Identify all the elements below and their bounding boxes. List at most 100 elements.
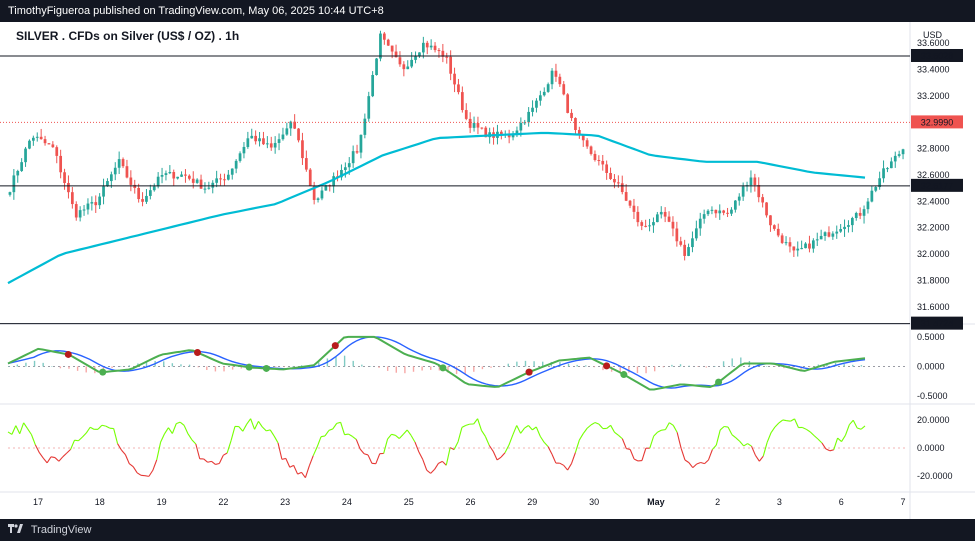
histogram-bar bbox=[240, 366, 242, 369]
time-tick-label: May bbox=[647, 497, 665, 507]
chart-background bbox=[0, 22, 975, 519]
candle-body bbox=[577, 130, 581, 136]
candle-body bbox=[187, 175, 191, 179]
cross-down-marker bbox=[603, 362, 611, 370]
momentum-segment bbox=[383, 438, 389, 454]
candle-body bbox=[858, 212, 862, 216]
histogram-bar bbox=[809, 366, 811, 368]
momentum-segment bbox=[164, 427, 169, 435]
oscillator-main-line bbox=[7, 335, 866, 391]
candle-body bbox=[515, 130, 519, 136]
candle-body bbox=[51, 144, 55, 148]
candle-body bbox=[250, 135, 254, 139]
histogram-bar bbox=[636, 366, 639, 374]
candle-body bbox=[418, 52, 421, 57]
momentum-segment bbox=[160, 433, 166, 443]
histogram-bar bbox=[860, 365, 863, 367]
price-tick-label: 33.4000 bbox=[917, 65, 950, 75]
momentum-segment bbox=[316, 436, 322, 448]
candle-body bbox=[886, 168, 889, 170]
candle-body bbox=[234, 160, 238, 169]
momentum-segment bbox=[402, 429, 408, 435]
histogram-bar bbox=[404, 366, 406, 374]
momentum-segment bbox=[782, 419, 787, 422]
histogram-bar bbox=[8, 366, 10, 367]
histogram-bar bbox=[171, 363, 174, 367]
tradingview-logo-icon bbox=[8, 519, 24, 541]
candle-body bbox=[581, 135, 585, 141]
momentum-segment bbox=[833, 437, 839, 450]
momentum-segment bbox=[449, 447, 455, 451]
candle-body bbox=[238, 153, 242, 161]
candle-body bbox=[882, 168, 885, 179]
histogram-bar bbox=[697, 366, 699, 367]
cross-up-marker bbox=[245, 363, 253, 371]
momentum-segment bbox=[422, 459, 428, 471]
histogram-bar bbox=[352, 360, 354, 367]
time-tick-label: 18 bbox=[95, 497, 105, 507]
momentum-segment bbox=[790, 418, 795, 422]
momentum-segment bbox=[156, 442, 162, 461]
candle-body bbox=[511, 135, 515, 138]
candlestick-series bbox=[8, 30, 905, 261]
candle-body bbox=[43, 139, 47, 144]
candle-body bbox=[655, 214, 659, 223]
momentum-segment bbox=[672, 425, 678, 433]
candle-body bbox=[671, 221, 675, 229]
momentum-tick-label: 20.0000 bbox=[917, 415, 950, 425]
momentum-segment bbox=[203, 458, 208, 463]
candle-body bbox=[293, 121, 297, 129]
candle-body bbox=[394, 51, 398, 58]
momentum-segment bbox=[707, 449, 713, 461]
candle-body bbox=[246, 138, 250, 147]
price-tick-label: 31.6000 bbox=[917, 302, 950, 312]
candle-body bbox=[679, 241, 683, 245]
candle-body bbox=[285, 128, 289, 135]
candle-body bbox=[82, 209, 86, 211]
candle-body bbox=[667, 216, 671, 222]
candle-body bbox=[382, 33, 386, 40]
chart-canvas[interactable]: SILVER . CFDs on Silver (US$ / OZ) . 1h U… bbox=[0, 22, 975, 519]
momentum-segment bbox=[688, 462, 694, 468]
momentum-segment bbox=[171, 423, 177, 434]
momentum-segment bbox=[320, 435, 326, 438]
momentum-segment bbox=[304, 465, 310, 478]
candle-body bbox=[12, 175, 16, 193]
candle-body bbox=[78, 210, 82, 218]
candle-body bbox=[332, 176, 336, 187]
momentum-segment bbox=[629, 449, 635, 460]
momentum-segment bbox=[559, 462, 564, 466]
footer-brand: TradingView bbox=[30, 524, 92, 536]
momentum-segment bbox=[774, 422, 780, 428]
candle-body bbox=[558, 76, 562, 85]
momentum-segment bbox=[445, 447, 451, 466]
histogram-bar bbox=[68, 366, 70, 369]
candle-body bbox=[156, 176, 160, 187]
momentum-segment bbox=[606, 424, 611, 429]
candle-body bbox=[129, 177, 133, 185]
momentum-segment bbox=[359, 448, 365, 455]
momentum-segment bbox=[30, 434, 36, 446]
momentum-segment bbox=[618, 434, 623, 440]
momentum-segment bbox=[254, 421, 259, 430]
momentum-segment bbox=[19, 422, 25, 434]
candle-body bbox=[640, 222, 644, 226]
price-tick-label: 33.2000 bbox=[917, 91, 950, 101]
candle-body bbox=[425, 42, 429, 48]
momentum-segment bbox=[105, 425, 110, 429]
histogram-bar bbox=[145, 361, 148, 367]
momentum-segment bbox=[308, 455, 314, 467]
candle-body bbox=[796, 248, 800, 251]
candle-body bbox=[468, 118, 472, 128]
time-tick-label: 26 bbox=[465, 497, 475, 507]
level-price-label: 32.5177 bbox=[921, 181, 954, 191]
last-price-label: 32.9990 bbox=[921, 117, 954, 127]
candle-body bbox=[554, 70, 558, 77]
candle-body bbox=[199, 179, 203, 189]
candle-body bbox=[113, 167, 117, 175]
candle-body bbox=[386, 39, 390, 46]
momentum-segment bbox=[124, 454, 130, 464]
momentum-segment bbox=[238, 426, 244, 432]
candle-body bbox=[480, 127, 484, 129]
